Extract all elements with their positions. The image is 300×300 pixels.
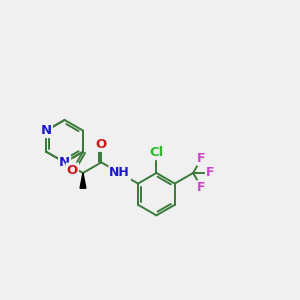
Text: O: O	[67, 164, 78, 177]
Text: N: N	[59, 156, 70, 169]
Text: F: F	[197, 181, 206, 194]
Text: F: F	[206, 167, 214, 179]
Text: F: F	[197, 152, 206, 165]
Polygon shape	[80, 173, 86, 188]
Text: Cl: Cl	[149, 146, 164, 159]
Text: N: N	[41, 124, 52, 137]
Text: NH: NH	[109, 167, 130, 179]
Text: O: O	[96, 138, 107, 151]
